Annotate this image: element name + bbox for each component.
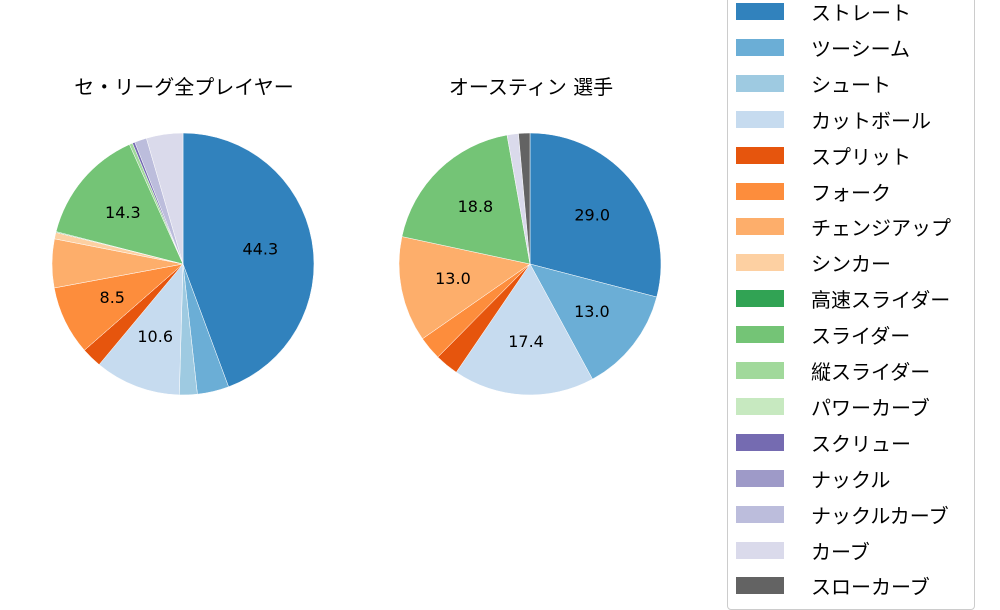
pie-slice [518, 132, 531, 265]
slice-percent-label: 17.4 [508, 332, 544, 351]
legend-swatch [736, 397, 784, 415]
legend-swatch [736, 290, 784, 308]
legend-item: ナックル [736, 466, 891, 492]
slice-percent-label: 10.6 [137, 327, 173, 346]
legend-swatch [736, 505, 784, 523]
left-chart-title: セ・リーグ全プレイヤー [74, 75, 294, 99]
legend-item: カーブ [736, 538, 870, 564]
pie-slice [529, 132, 662, 298]
pie-slice [529, 263, 658, 380]
legend-item: ストレート [736, 0, 911, 25]
pie-slice [98, 263, 184, 396]
legend-label: シュート [811, 72, 891, 97]
legend-swatch [736, 433, 784, 451]
player-pie: 29.0 13.0 17.4 13.0 18.8 [398, 132, 662, 396]
legend-item: スライダー [736, 323, 911, 349]
legend-label: ナックルカーブ [811, 503, 949, 528]
legend-item: 高速スライダー [736, 287, 951, 313]
league-pie: 44.3 10.6 8.5 14.3 [51, 132, 315, 396]
legend-item: スクリュー [736, 430, 911, 456]
legend: ストレートツーシームシュートカットボール スプリットフォークチェンジアップ シンカー… [727, 0, 975, 610]
slice-percent-label: 14.3 [105, 203, 141, 222]
legend-item: パワーカーブ [736, 394, 930, 420]
legend-swatch [736, 3, 784, 20]
legend-label: スクリュー [811, 431, 911, 456]
legend-swatch [736, 110, 784, 128]
legend-item: フォーク [736, 179, 891, 205]
pie-slice [55, 144, 184, 265]
legend-label: チェンジアップ [811, 216, 951, 241]
legend-item: ナックルカーブ [736, 502, 949, 528]
legend-label: ツーシーム [811, 36, 910, 61]
right-chart-title: オースティン 選手 [448, 75, 614, 99]
slice-percent-label: 18.8 [458, 197, 494, 216]
legend-swatch [736, 182, 784, 200]
legend-label: パワーカーブ [811, 395, 930, 420]
legend-label: フォーク [811, 180, 891, 205]
legend-label: スローカーブ [811, 575, 930, 600]
legend-label: ナックル [811, 467, 891, 492]
pie-slice [146, 132, 184, 265]
legend-item: チェンジアップ [736, 215, 951, 241]
legend-label: シンカー [811, 252, 891, 277]
legend-item: スプリット [736, 143, 911, 169]
slice-percent-label: 29.0 [574, 205, 610, 224]
legend-swatch [736, 577, 784, 595]
legend-label: スプリット [811, 144, 911, 169]
legend-label: カットボール [811, 108, 931, 133]
legend-item: ツーシーム [736, 35, 910, 61]
legend-item: シュート [736, 71, 891, 97]
legend-swatch [736, 326, 784, 344]
legend-swatch [736, 541, 784, 559]
legend-label: ストレート [811, 1, 911, 25]
legend-label: スライダー [811, 324, 911, 349]
legend-item: シンカー [736, 251, 891, 277]
legend-swatch [736, 218, 784, 236]
pie-slice [182, 132, 315, 388]
legend-item: スローカーブ [736, 574, 930, 600]
slice-percent-label: 13.0 [435, 269, 471, 288]
legend-label: 縦スライダー [811, 360, 931, 384]
legend-swatch [736, 362, 784, 379]
pie-charts: 44.3 10.6 8.5 14.3 29.0 13.0 17.4 13.0 18.8 [51, 132, 662, 396]
pie-slice [398, 236, 531, 340]
pie-slice [455, 263, 593, 396]
legend-label: 高速スライダー [811, 288, 951, 313]
pie-slice [401, 134, 531, 265]
legend-label: カーブ [811, 539, 870, 564]
legend-swatch [736, 469, 784, 487]
slice-percent-label: 8.5 [100, 288, 125, 307]
legend-item: カットボール [736, 107, 931, 133]
slice-percent-label: 13.0 [574, 302, 610, 321]
slice-percent-label: 44.3 [243, 240, 279, 259]
legend-swatch [736, 146, 784, 164]
legend-swatch [736, 254, 784, 272]
legend-swatch [736, 38, 784, 56]
legend-item: 縦スライダー [736, 359, 931, 384]
legend-swatch [736, 74, 784, 92]
